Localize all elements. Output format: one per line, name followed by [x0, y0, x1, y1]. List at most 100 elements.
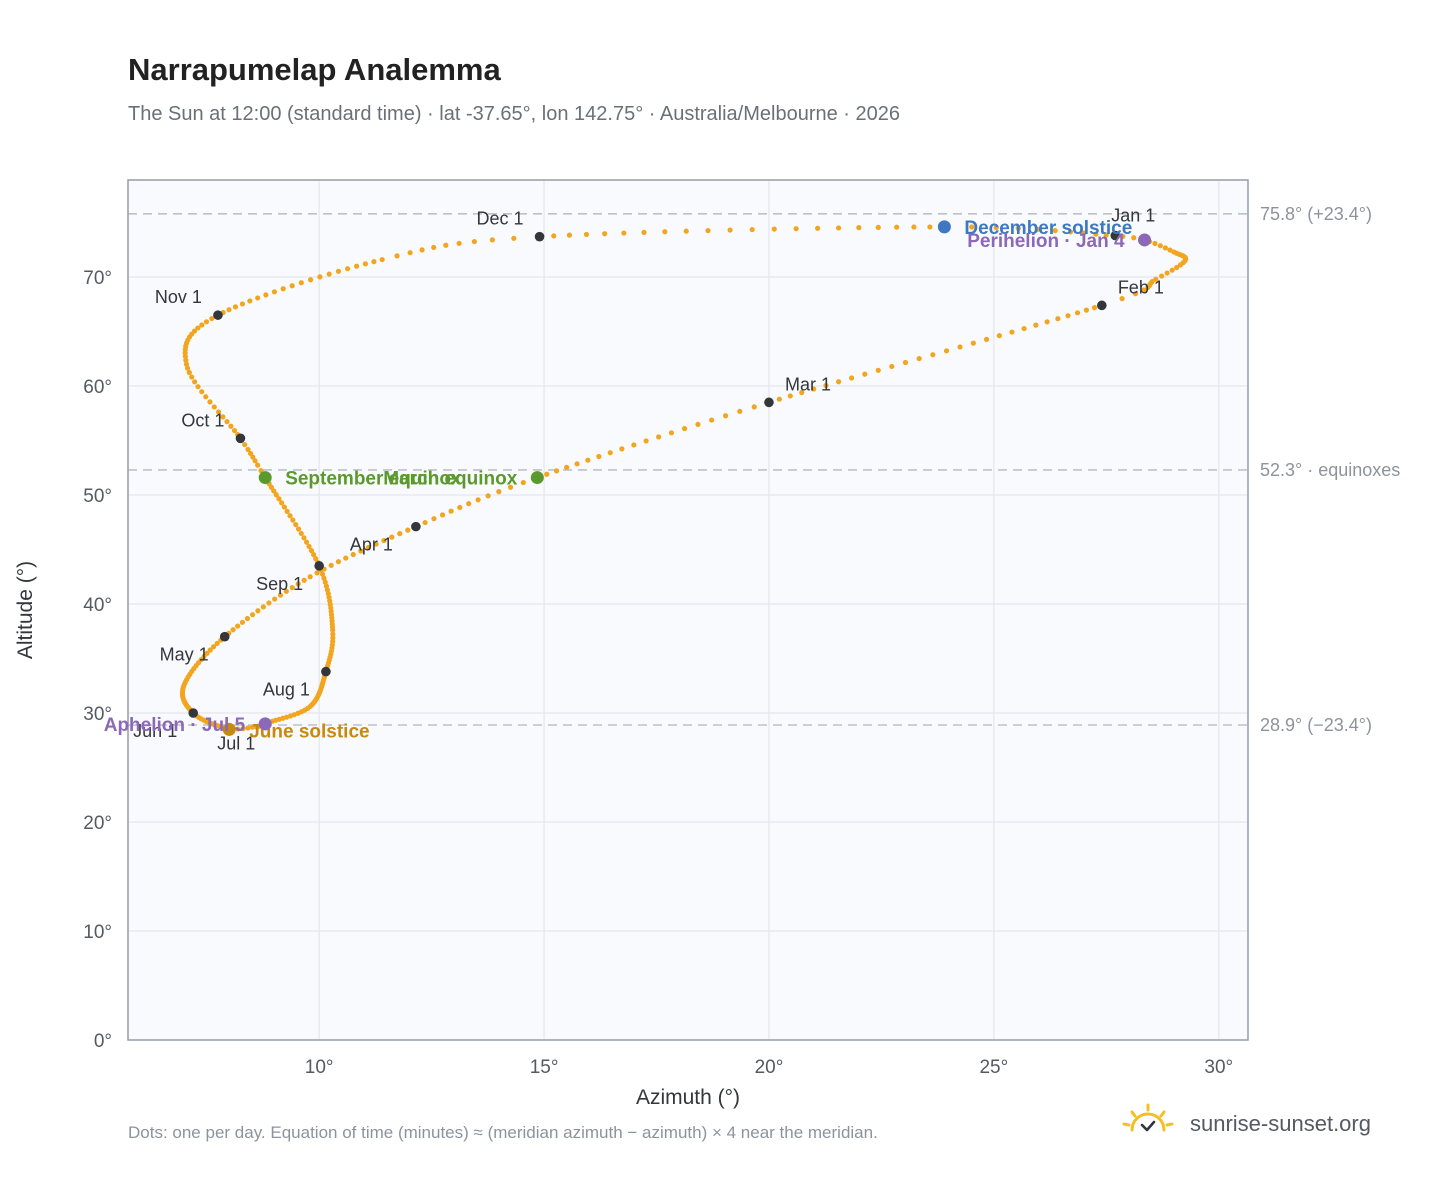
axis-ticks: 10° 15° 20° 25° 30° 0° 10° 20° 30° 40° 50° 60° 70° [83, 268, 1233, 1078]
day-point [1152, 240, 1158, 247]
y-tick-label: 40° [83, 595, 112, 616]
month-marker [188, 708, 199, 718]
day-point [343, 555, 349, 561]
day-point [245, 725, 251, 731]
day-point [511, 235, 517, 241]
day-point [641, 229, 647, 235]
day-point [244, 615, 251, 622]
month-marker [534, 231, 545, 242]
day-point [379, 256, 385, 263]
x-tick-label: 10° [305, 1057, 334, 1078]
day-point [365, 544, 372, 551]
brand[interactable]: sunrise-sunset.org [1120, 1102, 1390, 1146]
day-point [277, 592, 284, 598]
day-point [252, 458, 258, 464]
day-point [397, 531, 403, 537]
y-tick-label: 30° [83, 704, 112, 725]
day-point [313, 555, 319, 562]
month-marker [764, 397, 774, 408]
day-point [489, 237, 495, 243]
day-point [849, 375, 855, 381]
day-point [317, 274, 323, 280]
day-point [507, 484, 514, 490]
month-marker [219, 631, 230, 642]
month-label: Aug 1 [263, 680, 310, 700]
day-point [283, 588, 289, 594]
day-point [553, 468, 560, 474]
day-point [314, 570, 320, 576]
day-point [239, 301, 246, 307]
day-point [1074, 310, 1081, 316]
day-point [273, 492, 279, 498]
day-point [902, 359, 909, 366]
x-tick-label: 30° [1204, 1057, 1233, 1078]
day-point [328, 562, 334, 568]
day-point [255, 295, 261, 301]
day-point [242, 441, 248, 448]
day-point [235, 726, 241, 732]
reference-line-label: 28.9° (−23.4°) [1260, 715, 1372, 735]
day-point [240, 726, 246, 732]
day-point [345, 266, 351, 272]
day-point [394, 253, 400, 259]
day-point [705, 227, 711, 234]
day-point [281, 504, 287, 510]
day-point [787, 393, 793, 399]
y-axis-label: Altitude (°) [14, 561, 37, 659]
day-point [247, 450, 254, 457]
day-point [189, 374, 195, 380]
day-point [1167, 247, 1173, 253]
day-point [1159, 273, 1165, 279]
day-point [203, 394, 209, 400]
month-label: Sep 1 [256, 574, 303, 594]
day-point [1119, 296, 1125, 302]
day-point [230, 627, 236, 633]
day-point [1157, 243, 1163, 249]
month-label: Dec 1 [477, 209, 524, 229]
day-point [245, 446, 251, 453]
brand-name[interactable]: sunrise-sunset.org [1190, 1111, 1371, 1136]
day-point [405, 527, 411, 533]
day-point [228, 423, 234, 429]
day-point [957, 344, 963, 350]
day-point [836, 379, 842, 385]
day-point [835, 225, 842, 231]
day-point [1044, 319, 1050, 325]
day-point [280, 286, 286, 292]
day-point [544, 471, 550, 477]
day-point [407, 250, 413, 256]
day-point [749, 226, 755, 233]
reference-line-label: 52.3° · equinoxes [1260, 460, 1400, 480]
day-point [271, 289, 277, 295]
month-marker [235, 433, 246, 444]
day-point [224, 419, 230, 425]
day-point [927, 224, 933, 230]
day-point [232, 304, 239, 310]
day-point [856, 225, 862, 231]
day-point [993, 224, 999, 231]
day-point [289, 584, 295, 591]
day-point [301, 535, 307, 541]
day-point [602, 231, 608, 237]
day-point [298, 530, 304, 537]
y-tick-label: 50° [83, 486, 112, 507]
day-point [619, 446, 625, 452]
day-point [321, 575, 327, 581]
day-point [358, 548, 364, 554]
day-point [1091, 305, 1098, 311]
day-point [1153, 276, 1159, 282]
day-point [295, 581, 301, 587]
plot-frame [127, 179, 1249, 1041]
day-point [266, 600, 272, 606]
day-point [585, 457, 591, 463]
event-marker [937, 220, 951, 234]
day-point [371, 259, 377, 265]
day-point [235, 623, 241, 629]
day-point [373, 541, 379, 547]
month-label: Jul 1 [217, 733, 255, 753]
month-label: Oct 1 [181, 410, 224, 430]
day-point [199, 322, 205, 328]
day-point [799, 389, 805, 396]
day-point [566, 232, 573, 238]
